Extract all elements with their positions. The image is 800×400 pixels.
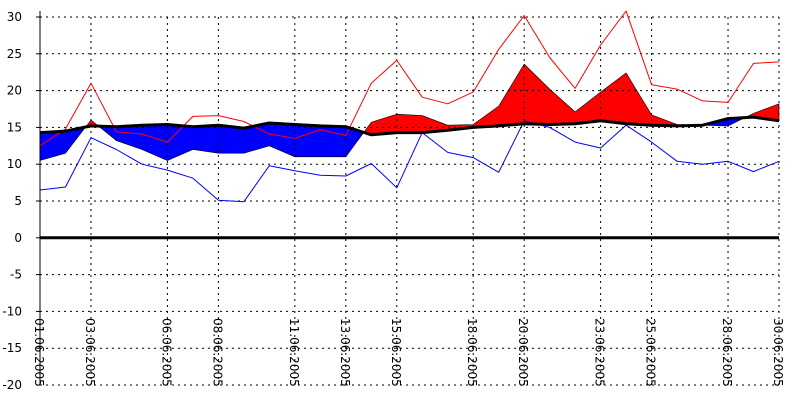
- y-tick-label: 10: [7, 157, 22, 171]
- x-tick-label: 01.06.2005: [32, 318, 46, 387]
- y-tick-label: -15: [2, 341, 22, 355]
- y-tick-label: 5: [14, 194, 22, 208]
- x-tick-label: 13.06.2005: [338, 318, 352, 387]
- y-tick-label: -10: [2, 304, 22, 318]
- y-tick-label: -20: [2, 378, 22, 392]
- y-tick-label: 30: [7, 10, 22, 24]
- y-tick-label: -5: [10, 268, 22, 282]
- y-tick-label: 0: [14, 231, 22, 245]
- x-tick-label: 11.06.2005: [287, 318, 301, 387]
- cold-anomaly-area-2: [97, 122, 365, 161]
- max-temperature-line: [39, 10, 780, 147]
- x-tick-label: 28.06.2005: [720, 318, 734, 387]
- x-tick-label: 20.06.2005: [516, 318, 530, 387]
- x-tick-label: 08.06.2005: [210, 318, 224, 387]
- x-tick-label: 06.06.2005: [159, 318, 173, 387]
- x-tick-label: 25.06.2005: [644, 318, 658, 387]
- x-tick-label: 30.06.2005: [771, 318, 785, 387]
- y-tick-label: 25: [7, 47, 22, 61]
- normal-temperature-line: [39, 115, 780, 137]
- x-tick-label: 23.06.2005: [593, 318, 607, 387]
- x-tick-label: 18.06.2005: [465, 318, 479, 387]
- x-tick-label: 15.06.2005: [389, 318, 403, 387]
- min-temperature-line: [39, 120, 780, 203]
- y-tick-label: 15: [7, 120, 22, 134]
- x-tick-label: 03.06.2005: [83, 318, 97, 387]
- y-tick-label: 20: [7, 84, 22, 98]
